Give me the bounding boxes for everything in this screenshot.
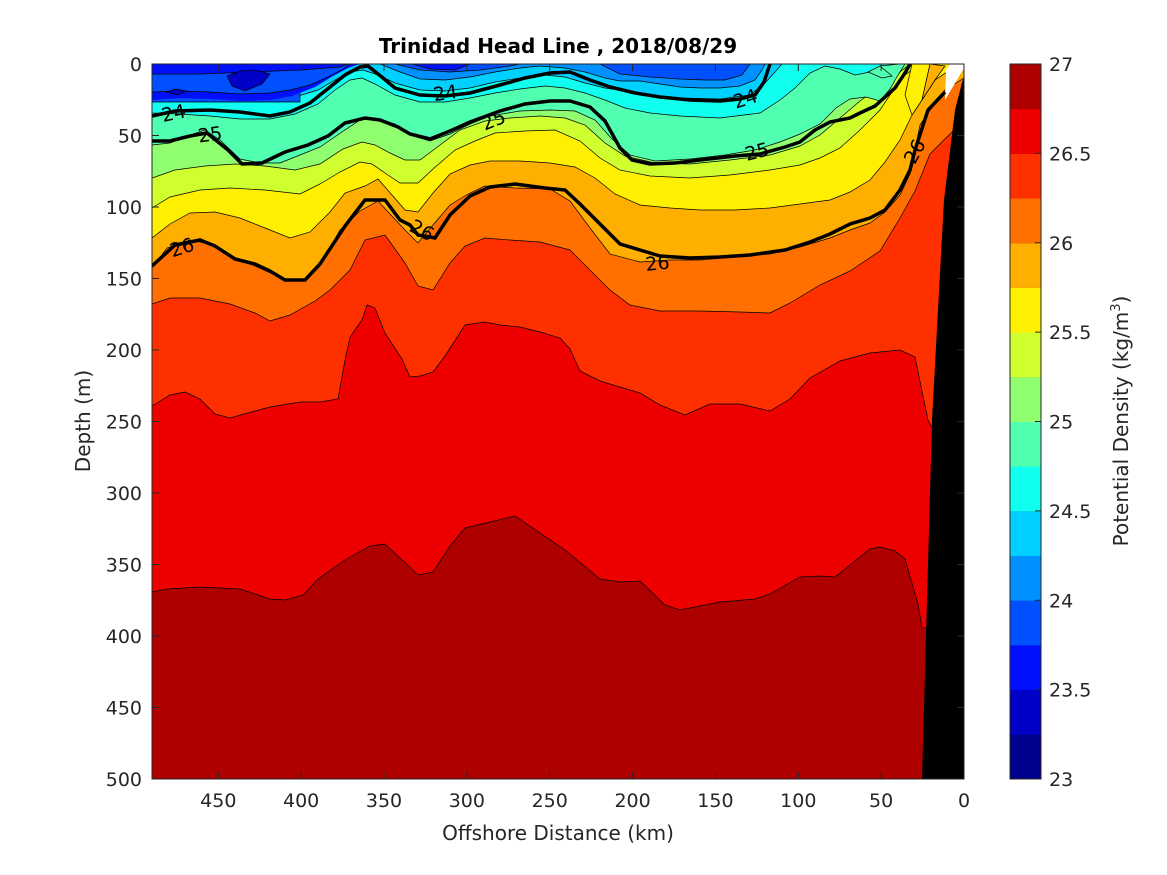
contour-band-23-75-patch-east [411,64,471,71]
contour-label: 25 [197,122,224,147]
x-axis-label: Offshore Distance (km) [442,821,674,845]
contour-band-23-5-patch-west-inner [226,69,271,92]
contour-label-text: 25 [197,122,224,147]
x-tick-label: 400 [283,790,319,812]
colorbar-swatch [1010,108,1041,154]
colorbar-swatch [1010,198,1041,244]
x-tick-label: 350 [366,790,402,812]
colorbar-swatch [1010,332,1041,378]
colorbar-tick-label: 23.5 [1049,680,1091,702]
colorbar-tick-label: 26.5 [1049,143,1091,165]
x-tick-label: 450 [200,790,236,812]
colorbar-ticks: 23 23.5 24 24.5 25 25.5 26 26.5 27 [1035,54,1091,791]
y-tick-label: 200 [106,340,142,362]
contour-band-24-75-nearshore-pocket [867,65,893,79]
x-tick-label: 50 [869,790,893,812]
colorbar-tick-label: 25.5 [1049,322,1091,344]
y-tick-label: 500 [106,769,142,791]
colorbar-swatch [1010,466,1041,512]
x-tick-label: 100 [780,790,816,812]
contour-label: 24 [160,100,188,127]
colorbar-tick-label: 24 [1049,590,1073,612]
colorbar-label: Potential Density (kg/m3) [1109,296,1133,547]
y-tick-label: 400 [106,626,142,648]
colorbar-swatch [1010,734,1041,780]
isopycnal-25-line [152,64,912,166]
y-tick-label: 300 [106,483,142,505]
x-tick-label: 0 [958,790,970,812]
colorbar-tick-label: 25 [1049,412,1073,434]
colorbar-tick-label: 27 [1049,54,1073,76]
contour-band-25-5-nearshore [904,64,931,116]
y-tick-label: 450 [106,698,142,720]
y-axis: 0 50 100 150 200 250 300 350 400 450 500 [106,54,964,791]
contour-label-text: 24 [432,81,459,106]
contour-band-23-5-patch-west-tiny [164,88,188,96]
x-tick-label: 150 [697,790,733,812]
y-tick-label: 150 [106,269,142,291]
colorbar [1010,63,1041,780]
x-tick-label: 300 [449,790,485,812]
y-tick-label: 100 [106,197,142,219]
colorbar-tick-label: 24.5 [1049,501,1091,523]
contour-label: 26 [644,252,670,276]
colorbar-swatch [1010,689,1041,735]
chart-title: Trinidad Head Line , 2018/08/29 [379,34,737,58]
y-tick-label: 350 [106,555,142,577]
colorbar-swatch [1010,644,1041,691]
contour-band-25-75-nearshore [921,64,946,101]
contour-label-text: 26 [644,252,670,276]
colorbar-swatch [1010,287,1041,333]
colorbar-swatch [1010,555,1041,601]
colorbar-tick-label: 23 [1049,769,1073,791]
colorbar-swatch [1010,600,1041,646]
contour-label: 24 [432,81,459,106]
colorbar-tick-label: 26 [1049,233,1073,255]
colorbar-swatch [1010,64,1041,110]
y-axis-label: Depth (m) [71,370,95,472]
bathymetry-mask [922,75,964,779]
contour-band-23-5-patch-west [152,64,349,75]
contour-label-text: 24 [160,100,188,127]
x-axis: 450 400 350 300 250 200 150 100 50 0 [200,64,970,812]
x-tick-label: 250 [532,790,568,812]
isopycnal-26-line [152,90,947,282]
colorbar-swatch [1010,421,1041,467]
isopycnal-24-line [152,64,772,118]
y-tick-label: 250 [106,412,142,434]
contour-band-24-25-east-pocket [599,64,751,81]
y-tick-label: 0 [130,54,142,76]
colorbar-swatch [1010,510,1041,557]
colorbar-swatch [1010,376,1041,422]
coastal-white-gap [945,64,964,100]
x-tick-label: 200 [614,790,650,812]
colorbar-swatch [1010,242,1041,288]
plot-area [152,64,964,779]
colorbar-swatch [1010,153,1041,199]
y-tick-label: 50 [118,126,142,148]
